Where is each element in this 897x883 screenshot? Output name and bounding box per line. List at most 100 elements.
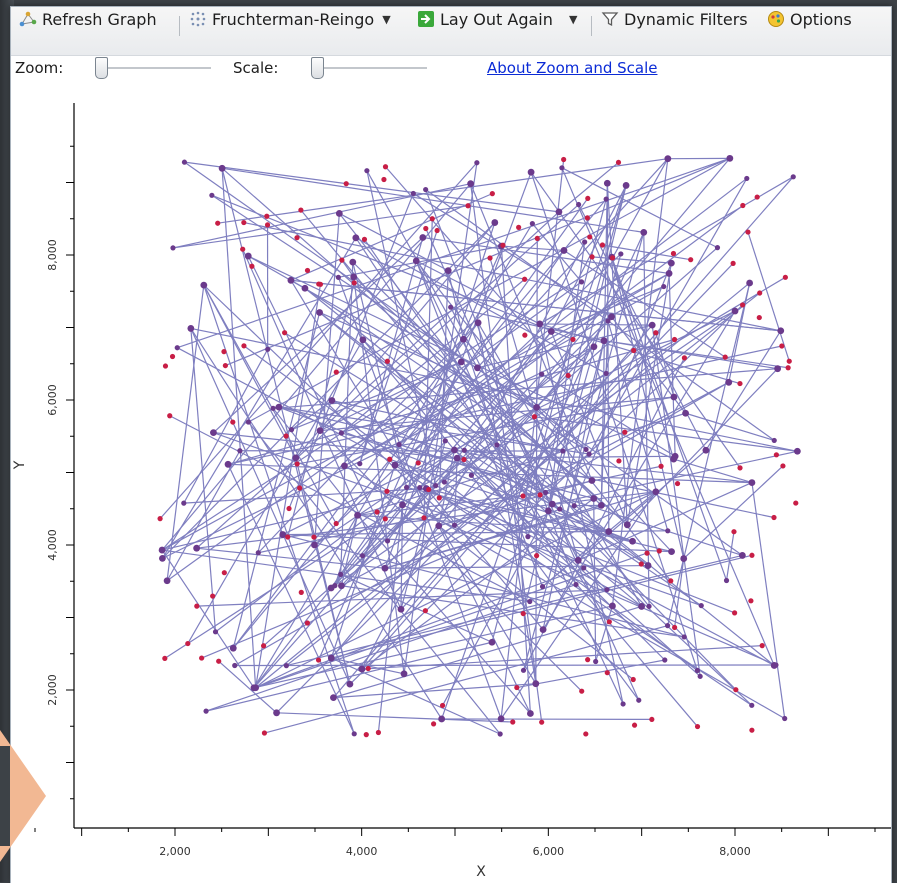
graph-node[interactable] (646, 604, 651, 609)
graph-node[interactable] (757, 315, 762, 320)
graph-node[interactable] (423, 226, 428, 231)
graph-node[interactable] (376, 730, 381, 735)
graph-node[interactable] (240, 247, 245, 252)
graph-node[interactable] (216, 659, 221, 664)
graph-node[interactable] (740, 302, 745, 307)
graph-node[interactable] (490, 191, 495, 196)
graph-node[interactable] (339, 258, 344, 263)
graph-node[interactable] (608, 313, 615, 320)
graph-node[interactable] (675, 481, 680, 486)
graph-node[interactable] (548, 328, 555, 335)
graph-node[interactable] (284, 663, 289, 668)
graph-node[interactable] (170, 354, 175, 359)
graph-node[interactable] (582, 239, 587, 244)
graph-node[interactable] (328, 585, 335, 592)
graph-node[interactable] (782, 716, 787, 721)
graph-node[interactable] (668, 578, 673, 583)
graph-node[interactable] (474, 364, 481, 371)
graph-node[interactable] (737, 381, 742, 386)
graph-node[interactable] (699, 603, 704, 608)
graph-node[interactable] (779, 343, 784, 348)
graph-node[interactable] (294, 235, 299, 240)
graph-node[interactable] (465, 203, 470, 208)
graph-node[interactable] (392, 462, 399, 469)
graph-node[interactable] (203, 709, 208, 714)
graph-node[interactable] (423, 187, 428, 192)
graph-node[interactable] (487, 255, 492, 260)
graph-node[interactable] (510, 719, 515, 724)
graph-node[interactable] (157, 516, 162, 521)
graph-node[interactable] (352, 234, 359, 241)
graph-node[interactable] (661, 284, 666, 289)
graph-node[interactable] (539, 720, 544, 725)
graph-node[interactable] (793, 500, 798, 505)
graph-node[interactable] (360, 336, 367, 343)
graph-node[interactable] (460, 336, 467, 343)
lay-out-again-button[interactable]: Lay Out Again (417, 7, 553, 31)
graph-node[interactable] (382, 565, 389, 572)
graph-node[interactable] (164, 577, 171, 584)
graph-node[interactable] (560, 448, 565, 453)
scale-slider-thumb[interactable] (311, 57, 324, 79)
graph-node[interactable] (528, 169, 535, 176)
graph-node[interactable] (732, 308, 739, 315)
graph-node[interactable] (572, 503, 577, 508)
graph-node[interactable] (653, 330, 658, 335)
graph-node[interactable] (749, 479, 756, 486)
graph-node[interactable] (383, 164, 388, 169)
graph-node[interactable] (724, 578, 729, 583)
graph-node[interactable] (702, 447, 709, 454)
graph-node[interactable] (557, 506, 562, 511)
graph-node[interactable] (417, 485, 422, 490)
graph-node[interactable] (213, 629, 218, 634)
graph-node[interactable] (671, 251, 676, 256)
graph-node[interactable] (774, 365, 781, 372)
graph-node[interactable] (311, 542, 318, 549)
graph-node[interactable] (246, 419, 251, 424)
graph-node[interactable] (632, 723, 637, 728)
graph-node[interactable] (780, 463, 785, 468)
graph-node[interactable] (536, 321, 543, 328)
graph-node[interactable] (631, 348, 636, 353)
graph-node[interactable] (397, 442, 402, 447)
graph-node[interactable] (262, 730, 267, 735)
graph-node[interactable] (744, 176, 749, 181)
graph-node[interactable] (230, 645, 237, 652)
graph-node[interactable] (474, 160, 479, 165)
zoom-slider-track[interactable] (95, 67, 211, 70)
graph-node[interactable] (585, 215, 590, 220)
graph-node[interactable] (783, 275, 788, 280)
graph-node[interactable] (618, 251, 623, 256)
graph-node[interactable] (182, 160, 187, 165)
graph-node[interactable] (437, 495, 442, 500)
graph-node[interactable] (162, 656, 167, 661)
graph-node[interactable] (445, 267, 452, 274)
graph-node[interactable] (514, 685, 519, 690)
about-zoom-scale-link[interactable]: About Zoom and Scale (487, 59, 657, 77)
graph-node[interactable] (374, 509, 379, 514)
graph-node[interactable] (454, 455, 461, 462)
graph-node[interactable] (636, 698, 641, 703)
graph-node[interactable] (297, 485, 302, 490)
graph-node[interactable] (287, 277, 294, 284)
graph-node[interactable] (401, 670, 408, 677)
refresh-graph-button[interactable]: Refresh Graph (19, 7, 157, 31)
graph-node[interactable] (245, 253, 252, 260)
graph-node[interactable] (539, 371, 544, 376)
graph-node[interactable] (527, 599, 532, 604)
graph-node[interactable] (381, 177, 386, 182)
graph-node[interactable] (302, 285, 309, 292)
graph-node[interactable] (540, 584, 545, 589)
graph-node[interactable] (222, 570, 227, 575)
graph-node[interactable] (521, 668, 526, 673)
graph-node[interactable] (534, 553, 539, 558)
graph-node[interactable] (194, 604, 199, 609)
graph-node[interactable] (668, 260, 675, 267)
graph-node[interactable] (664, 155, 671, 162)
graph-node[interactable] (384, 489, 389, 494)
graph-node[interactable] (366, 666, 371, 671)
graph-node[interactable] (435, 522, 442, 529)
graph-node[interactable] (256, 550, 261, 555)
graph-node[interactable] (610, 255, 615, 260)
graph-node[interactable] (688, 257, 693, 262)
